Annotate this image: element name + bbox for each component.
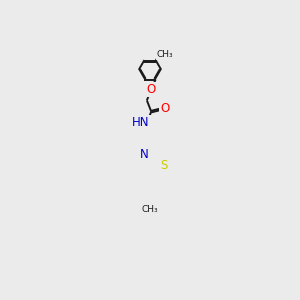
Text: HN: HN xyxy=(132,116,150,129)
Text: N: N xyxy=(140,148,149,161)
Text: O: O xyxy=(160,102,170,115)
Text: O: O xyxy=(147,83,156,96)
Text: S: S xyxy=(160,160,168,172)
Text: CH₃: CH₃ xyxy=(157,50,173,59)
Text: CH₃: CH₃ xyxy=(142,205,158,214)
